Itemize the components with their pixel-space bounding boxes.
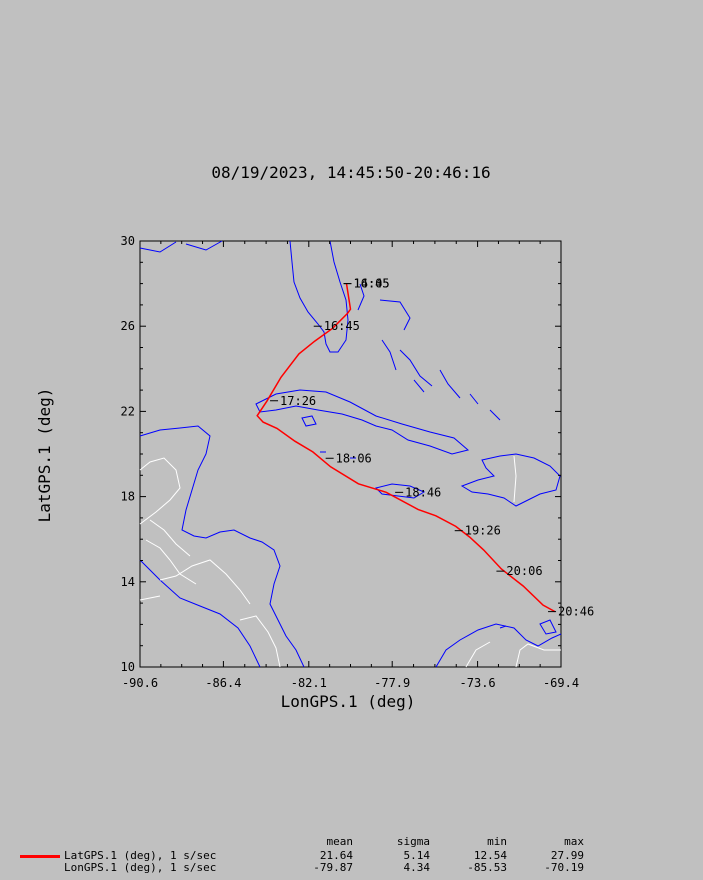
x-axis-label: LonGPS.1 (deg) [281, 692, 416, 711]
x-tick-labels: -90.6 -86.4 -82.1 -77.9 -73.6 -69.4 [122, 676, 579, 690]
plot-frame [139, 240, 562, 668]
stat-lat-max: 27.99 [550, 849, 584, 862]
axis-ticks [139, 240, 562, 668]
stat-lon-sigma: 4.34 [403, 861, 431, 874]
stat-lat-min: 12.54 [473, 849, 507, 862]
stats-row-lat: LatGPS.1 (deg), 1 s/sec 21.64 5.14 12.54… [0, 850, 703, 862]
stat-lat-mean: 21.64 [319, 849, 353, 862]
x-tick-label: -69.4 [543, 676, 579, 690]
stats-header-row: mean sigma min max [0, 836, 703, 848]
time-label: 14:45 [354, 277, 390, 291]
y-tick-label: 30 [121, 234, 135, 248]
hispaniola [460, 453, 561, 507]
y-tick-labels: 10 14 18 22 26 30 [121, 234, 135, 674]
y-axis-label: LatGPS.1 (deg) [35, 388, 54, 523]
south-america-borders [465, 641, 561, 668]
florida-coastline [289, 240, 349, 353]
base-map [139, 240, 562, 668]
time-label: 18:46 [405, 485, 441, 499]
time-label: 18:06 [336, 451, 372, 465]
jamaica [375, 483, 426, 499]
yucatan-central-america [139, 425, 305, 668]
legend-swatch-lat [20, 855, 60, 858]
stats-row-lon: LonGPS.1 (deg), 1 s/sec -79.87 4.34 -85.… [0, 862, 703, 874]
cayman-islands [320, 451, 356, 459]
time-label: 17:26 [280, 394, 316, 408]
flight-track-line [256, 283, 556, 613]
time-label: 19:26 [465, 524, 501, 538]
stats-header-min: min [487, 835, 507, 848]
stat-lon-max: -70.19 [544, 861, 584, 874]
stat-lat-sigma: 5.14 [403, 849, 431, 862]
bahamas [357, 283, 501, 421]
time-label: 16:05 [354, 277, 390, 291]
legend-label-lon: LonGPS.1 (deg), 1 s/sec [64, 861, 217, 874]
isle-of-youth [301, 415, 317, 427]
time-label: 16:45 [324, 319, 360, 333]
x-tick-label: -90.6 [122, 676, 158, 690]
time-label: 20:06 [506, 564, 542, 578]
cuba [255, 389, 470, 455]
time-label: 20:46 [558, 605, 594, 619]
y-tick-label: 10 [121, 660, 135, 674]
legend-label-lat: LatGPS.1 (deg), 1 s/sec [64, 849, 217, 862]
plot-title: 08/19/2023, 14:45:50-20:46:16 [211, 163, 490, 182]
central-america-borders [139, 457, 281, 668]
stats-header-sigma: sigma [396, 835, 430, 848]
y-tick-label: 26 [121, 319, 135, 333]
stat-lon-min: -85.53 [467, 861, 507, 874]
x-tick-label: -82.1 [291, 676, 327, 690]
y-tick-label: 14 [121, 575, 135, 589]
stat-lon-mean: -79.87 [313, 861, 353, 874]
x-tick-label: -73.6 [460, 676, 496, 690]
hispaniola-border [513, 455, 517, 503]
stats-header-mean: mean [326, 835, 354, 848]
central-america-pacific [139, 559, 261, 668]
stats-header-max: max [564, 835, 584, 848]
lesser-antilles [499, 619, 557, 635]
x-tick-label: -77.9 [374, 676, 410, 690]
x-tick-label: -86.4 [205, 676, 241, 690]
gulf-coast [139, 240, 223, 253]
y-tick-label: 22 [121, 404, 135, 418]
y-tick-label: 18 [121, 490, 135, 504]
